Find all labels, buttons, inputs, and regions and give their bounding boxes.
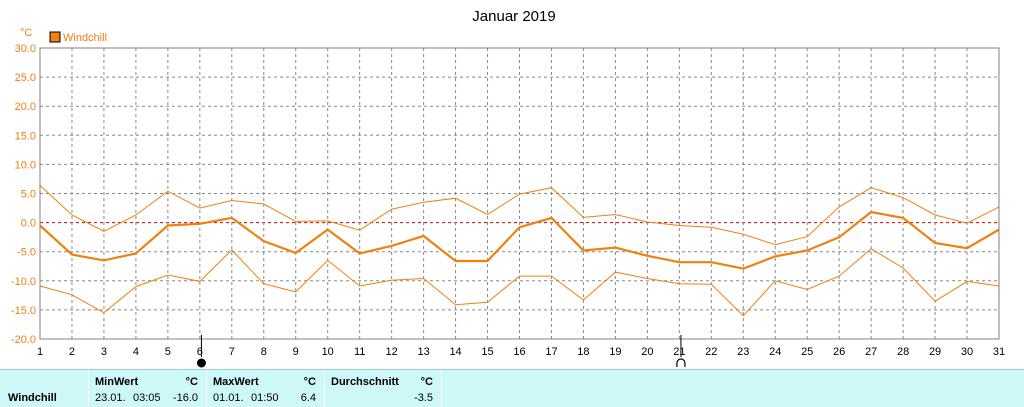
plot-frame	[39, 47, 1000, 340]
x-tick-label: 12	[386, 346, 398, 358]
series-line-min	[39, 248, 1000, 317]
x-tick-label: 19	[609, 346, 621, 358]
y-tick-label: 20.0	[15, 101, 36, 113]
footer-min-cell: MinWert °C 23.01. 03:05 -16.0	[88, 370, 206, 407]
max-value: 6.4	[300, 392, 316, 404]
min-header: MinWert	[95, 376, 139, 388]
x-tick-label: 5	[165, 346, 171, 358]
x-tick-label: 18	[577, 346, 589, 358]
x-tick-label: 14	[449, 346, 461, 358]
x-tick-label: 24	[769, 346, 781, 358]
y-tick-label: 10.0	[15, 159, 36, 171]
x-tick-label: 16	[513, 346, 525, 358]
min-unit: °C	[185, 376, 198, 388]
max-date: 01.01.	[213, 392, 244, 404]
chart-title: Januar 2019	[472, 8, 555, 25]
x-tick-label: 17	[545, 346, 557, 358]
min-time: 03:05	[133, 392, 161, 404]
y-tick-label: 15.0	[15, 130, 36, 142]
x-tick-label: 25	[801, 346, 813, 358]
footer-avg-cell: Durchschnitt °C -3.5	[324, 370, 442, 407]
x-tick-label: 20	[641, 346, 653, 358]
x-tick-label: 27	[865, 346, 877, 358]
x-tick-label: 13	[417, 346, 429, 358]
avg-header: Durchschnitt	[331, 376, 399, 388]
x-tick-label: 7	[229, 346, 235, 358]
footer-series-label: Windchill	[8, 392, 57, 404]
legend-label: Windchill	[63, 32, 107, 44]
y-axis-unit: °C	[20, 27, 32, 39]
x-tick-label: 28	[897, 346, 909, 358]
x-tick-label: 4	[133, 346, 139, 358]
y-tick-label: -10.0	[11, 276, 36, 288]
x-tick-label: 1	[37, 346, 43, 358]
legend-swatch	[49, 31, 61, 43]
series-line-max	[39, 185, 1000, 246]
x-tick-label: 22	[705, 346, 717, 358]
x-tick-label: 29	[929, 346, 941, 358]
x-tick-label: 30	[961, 346, 973, 358]
x-tick-label: 26	[833, 346, 845, 358]
x-tick-label: 9	[293, 346, 299, 358]
min-date: 23.01.	[95, 392, 126, 404]
x-tick-label: 15	[481, 346, 493, 358]
x-tick-label: 21	[673, 346, 685, 358]
avg-value: -3.5	[414, 392, 433, 404]
full-moon-icon	[676, 358, 686, 367]
max-time: 01:50	[251, 392, 279, 404]
x-tick-label: 6	[197, 346, 203, 358]
x-tick-label: 2	[69, 346, 75, 358]
x-tick-label: 10	[322, 346, 334, 358]
x-tick-label: 11	[354, 346, 365, 358]
y-tick-label: -20.0	[11, 334, 36, 346]
avg-unit: °C	[420, 376, 433, 388]
x-tick-label: 31	[993, 346, 1005, 358]
y-tick-label: -5.0	[17, 247, 36, 259]
x-tick-label: 3	[101, 346, 107, 358]
max-unit: °C	[303, 376, 316, 388]
series-line-mean	[39, 210, 1000, 270]
footer-max-cell: MaxWert °C 01.01. 01:50 6.4	[206, 370, 324, 407]
new-moon-icon	[196, 358, 206, 368]
max-header: MaxWert	[213, 376, 259, 388]
x-tick-label: 8	[261, 346, 267, 358]
x-tick-label: 23	[737, 346, 749, 358]
y-tick-label: 0.0	[21, 218, 36, 230]
min-value: -16.0	[172, 392, 198, 404]
y-tick-label: 30.0	[15, 43, 36, 55]
y-tick-label: 25.0	[15, 72, 36, 84]
y-tick-label: -15.0	[11, 305, 36, 317]
chart: Januar 2019 °C Windchill 30.025.020.015.…	[11, 8, 1005, 368]
y-tick-label: 5.0	[21, 189, 36, 201]
stats-footer: Windchill MinWert °C 23.01. 03:05 -16.0 …	[0, 369, 1024, 407]
footer-label-cell: Windchill	[0, 370, 88, 407]
